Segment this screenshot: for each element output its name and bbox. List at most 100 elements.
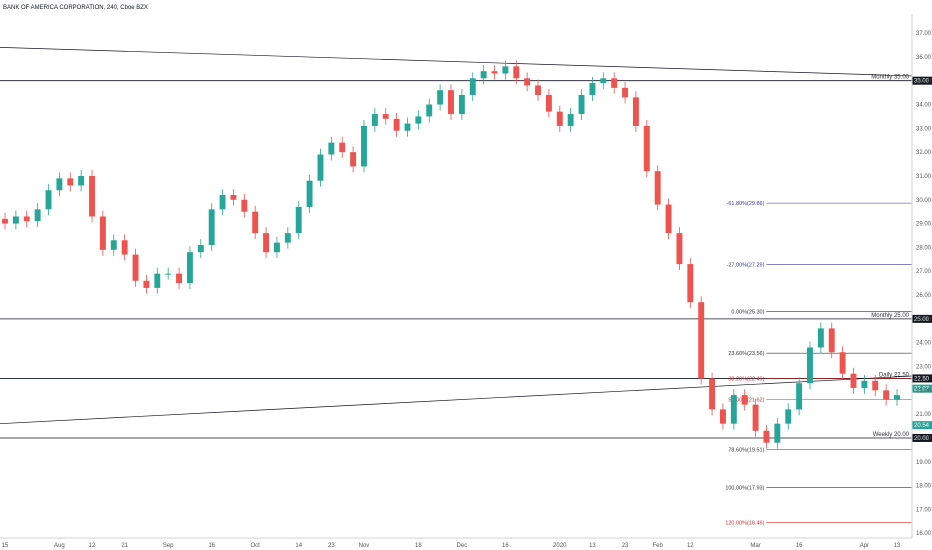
candle (284, 227, 291, 249)
candle-body (654, 171, 661, 205)
candle-body (730, 395, 737, 424)
price-axis: 37.00 36.00 35.00 34.00 33.00 32.00 31.00 30.00… (911, 14, 932, 538)
candle (165, 267, 172, 280)
candle-body (850, 373, 857, 388)
trendline-lower[interactable] (0, 375, 913, 425)
candle (263, 227, 270, 259)
candle-body (491, 71, 498, 74)
candle-body (567, 114, 574, 126)
candle (861, 374, 868, 394)
candle-body (828, 328, 835, 353)
time-tick-label: 21 (121, 543, 128, 549)
candle-body (448, 90, 454, 115)
price-tick-label: 25.00 (916, 317, 932, 323)
candle (197, 239, 204, 259)
candle (654, 165, 661, 211)
candle (393, 112, 400, 137)
candle (89, 170, 95, 223)
candle (480, 65, 487, 85)
candle-body (698, 302, 705, 379)
level-label: Daily 22.50 (879, 372, 910, 378)
candle-body (89, 175, 95, 217)
price-tick-label: 21.00 (916, 412, 932, 418)
time-tick-label: Aug (54, 543, 65, 549)
candle-body (741, 395, 748, 405)
candle-body (458, 94, 465, 115)
time-tick-label: 18 (415, 543, 422, 549)
candle (589, 77, 596, 101)
candle-body (121, 240, 128, 255)
level-badge (912, 314, 932, 323)
candle-body (480, 71, 487, 79)
candle-body (284, 233, 291, 243)
candle-body (556, 111, 563, 126)
time-tick-label: Dec (457, 543, 468, 549)
candle-body (894, 395, 900, 400)
candle-body (176, 273, 183, 284)
candle (883, 384, 890, 406)
candle-body (415, 116, 422, 124)
candle (154, 267, 161, 294)
candle (371, 108, 378, 132)
candle-body (208, 209, 215, 246)
candle (850, 367, 857, 394)
candle (785, 403, 792, 430)
candle-body (807, 347, 813, 384)
level-label: Monthly 35.00 (871, 75, 909, 81)
candle (23, 210, 30, 228)
candle-body (524, 78, 531, 86)
candle (241, 193, 248, 218)
candle-body (23, 216, 30, 222)
candle-body (872, 380, 879, 391)
candle (230, 189, 237, 206)
candle-body (186, 252, 193, 284)
time-tick-label: 2020 (553, 543, 567, 549)
candle-body (241, 199, 248, 212)
price-tick-label: 17.00 (916, 507, 932, 513)
candle-body (110, 240, 117, 250)
levels-layer: Monthly 35.00 35.00 Monthly 25.00 25.00 Dail… (0, 75, 932, 442)
candle (502, 60, 509, 80)
level-badge-text: 25.00 (914, 317, 930, 323)
candle (99, 210, 106, 256)
level-badge-text: 22.50 (914, 376, 930, 382)
candle-body (513, 66, 520, 79)
candle-body (99, 216, 106, 250)
candle (556, 105, 563, 132)
time-tick-label: 13 (589, 543, 596, 549)
time-tick-label: Feb (653, 543, 664, 549)
candle (535, 79, 541, 101)
candles-layer (2, 60, 900, 449)
fib-label: 78.60%(19.51) (728, 448, 764, 454)
candle (317, 148, 324, 187)
candle-body (763, 430, 770, 443)
price-tick-label: 35.00 (916, 79, 932, 85)
candle (676, 227, 683, 271)
candle-body (469, 78, 476, 95)
candle (687, 258, 694, 309)
candle (807, 341, 813, 390)
candle-body (317, 154, 324, 181)
candle (382, 108, 389, 125)
price-badge-text: 20.54 (914, 423, 930, 429)
trendline-upper[interactable] (0, 46, 913, 77)
candle-body (665, 204, 672, 234)
candle-body (197, 245, 204, 253)
price-tick-label: 34.00 (916, 103, 932, 109)
candle-body (67, 178, 74, 186)
candle-body (502, 66, 509, 74)
price-tick-label: 37.00 (916, 31, 932, 37)
candle-body (817, 328, 824, 348)
candle (67, 172, 74, 192)
candle (622, 81, 629, 104)
candle-body (632, 97, 639, 126)
price-tick-label: 26.00 (916, 293, 932, 299)
time-tick-label: Sep (163, 543, 174, 549)
candle (34, 203, 41, 228)
fib-label: 100.00%(17.93) (725, 485, 764, 491)
candle (121, 234, 128, 261)
fib-layer: -61.80%(29.86) -27.00%(27.29) 0.00%(25.30)… (725, 201, 932, 526)
candle-body (535, 85, 541, 95)
